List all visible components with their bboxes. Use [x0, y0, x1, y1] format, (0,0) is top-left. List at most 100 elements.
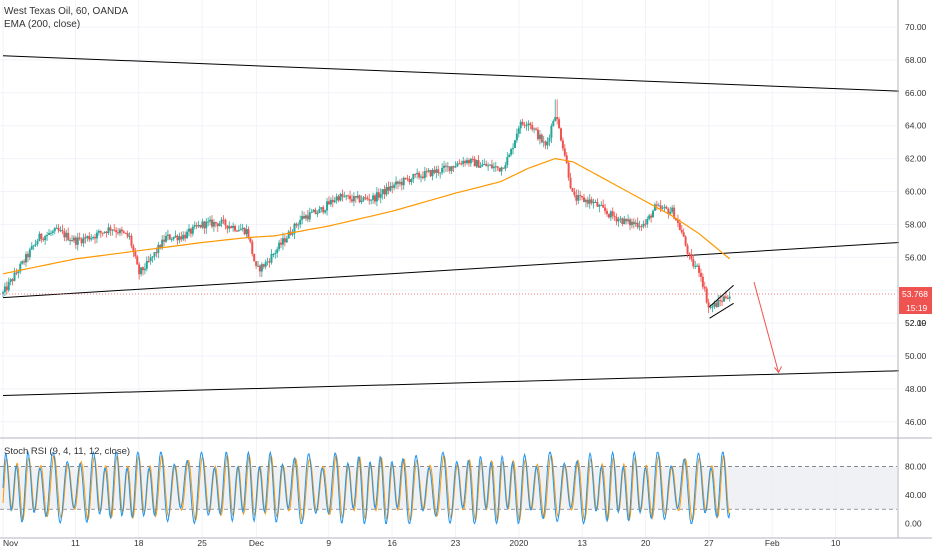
candle-body: [694, 265, 697, 267]
candle-body: [21, 261, 24, 264]
candle-body: [166, 234, 169, 236]
candle-body: [561, 140, 564, 149]
candle-body: [276, 249, 279, 253]
candle-body: [533, 128, 536, 130]
candle-body: [232, 225, 235, 229]
candle-body: [78, 237, 81, 239]
candle-body: [234, 225, 237, 231]
candle-body: [176, 235, 179, 241]
candle-body: [237, 230, 240, 232]
ema-line: [2, 157, 731, 275]
candle-body: [726, 297, 729, 299]
candle-body: [713, 302, 716, 307]
candle-body: [117, 232, 120, 234]
stoch-tick-label: 40.00: [905, 490, 927, 500]
candle-body: [84, 237, 87, 239]
candle-body: [241, 227, 244, 230]
candle-body: [728, 296, 731, 299]
candle-body: [372, 195, 375, 200]
candle-body: [483, 163, 486, 165]
x-tick-label: Feb: [765, 538, 780, 548]
y-tick-label: 52.00: [905, 318, 927, 328]
candle-body: [650, 215, 653, 218]
candle-body: [552, 120, 555, 126]
candle-body: [197, 224, 200, 227]
candle-body: [629, 219, 632, 226]
candle-body: [701, 276, 704, 287]
candle-body: [339, 194, 342, 201]
candle-body: [107, 227, 110, 234]
candle-body: [51, 231, 54, 233]
candle-body: [469, 158, 472, 164]
candle-body: [682, 232, 685, 237]
candle-body: [500, 167, 503, 172]
candle-body: [145, 260, 148, 269]
x-tick-label: Nov: [3, 538, 19, 548]
candle-body: [86, 236, 89, 239]
candle-body: [421, 176, 424, 179]
y-tick-label: 58.00: [905, 219, 927, 229]
candle-body: [222, 219, 225, 221]
candle-body: [283, 238, 286, 243]
candle-body: [331, 199, 334, 203]
candle-body: [575, 195, 578, 201]
candle-body: [329, 199, 332, 205]
candle-body: [594, 201, 597, 203]
candle-body: [59, 230, 62, 232]
candle-body: [295, 223, 298, 226]
candle-body: [118, 229, 121, 234]
candle-body: [366, 197, 369, 200]
candle-body: [690, 254, 693, 260]
candle-body: [360, 200, 363, 203]
candle-body: [95, 232, 98, 239]
trendline: [2, 370, 899, 396]
candle-body: [345, 195, 348, 197]
symbol-title[interactable]: West Texas Oil, 60, OANDA: [4, 6, 129, 17]
candle-body: [211, 219, 214, 227]
candle-body: [42, 238, 45, 241]
candle-body: [630, 221, 633, 226]
candle-body: [460, 163, 463, 165]
candle-body: [285, 238, 288, 243]
x-tick-label: 25: [197, 538, 207, 548]
candle-body: [579, 195, 582, 197]
candle-body: [705, 288, 708, 303]
candle-body: [605, 211, 608, 214]
candle-body: [581, 196, 584, 198]
candle-body: [686, 245, 689, 254]
candle-body: [356, 195, 359, 198]
countdown-tag: [899, 301, 932, 315]
candle-body: [373, 195, 376, 202]
candle-body: [387, 187, 390, 191]
candle-body: [377, 192, 380, 198]
candle-body: [186, 231, 189, 239]
candle-body: [475, 160, 478, 167]
candle-body: [717, 300, 720, 307]
x-tick-label: 20: [641, 538, 651, 548]
candle-body: [293, 223, 296, 234]
candle-body: [441, 167, 444, 173]
candle-body: [13, 272, 16, 281]
x-tick-label: 9: [326, 538, 331, 548]
x-tick-label: 10: [831, 538, 841, 548]
candle-body: [352, 196, 355, 202]
candle-body: [458, 163, 461, 165]
candle-body: [450, 166, 453, 171]
stoch-tick-label: 0.00: [905, 519, 922, 529]
candle-body: [400, 181, 403, 186]
candle-body: [678, 222, 681, 230]
candle-body: [109, 227, 112, 231]
candle-body: [124, 232, 127, 234]
candle-body: [260, 264, 263, 272]
ema-legend[interactable]: EMA (200, close): [4, 19, 81, 30]
candle-body: [310, 212, 313, 214]
candle-body: [111, 229, 114, 231]
candle-body: [88, 236, 91, 240]
y-tick-label: 62.00: [905, 154, 927, 164]
candle-body: [63, 231, 66, 238]
candle-body: [439, 172, 442, 174]
candle-body: [216, 223, 219, 227]
candle-body: [669, 211, 672, 214]
stoch-rsi-title[interactable]: Stoch RSI (9, 4, 11, 12, close): [4, 446, 131, 457]
candle-body: [327, 201, 330, 205]
